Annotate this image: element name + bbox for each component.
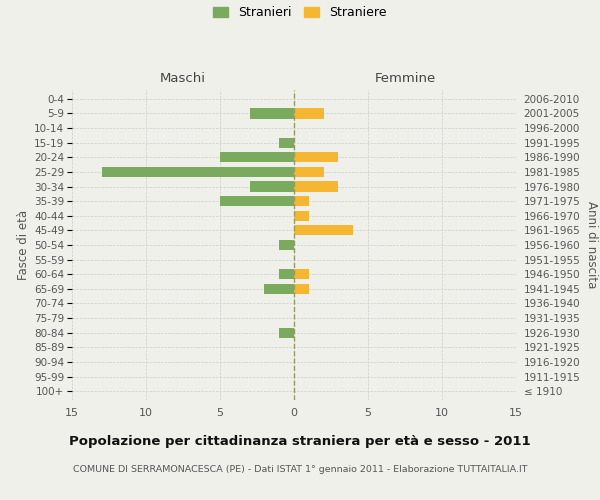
Bar [101, 167, 294, 177]
Y-axis label: Fasce di età: Fasce di età [17, 210, 30, 280]
Bar [294, 226, 353, 235]
Bar [294, 284, 309, 294]
Bar [294, 269, 309, 280]
Bar [294, 108, 323, 118]
Bar [250, 108, 294, 118]
Bar [294, 182, 338, 192]
Text: Popolazione per cittadinanza straniera per età e sesso - 2011: Popolazione per cittadinanza straniera p… [69, 435, 531, 448]
Bar [265, 284, 294, 294]
Bar [279, 240, 294, 250]
Bar [294, 152, 338, 162]
Bar [294, 167, 323, 177]
Bar [220, 196, 294, 206]
Text: Maschi: Maschi [160, 72, 206, 85]
Bar [294, 196, 309, 206]
Bar [250, 182, 294, 192]
Bar [294, 210, 309, 221]
Text: Femmine: Femmine [374, 72, 436, 85]
Bar [279, 269, 294, 280]
Bar [279, 328, 294, 338]
Y-axis label: Anni di nascita: Anni di nascita [584, 202, 598, 288]
Text: COMUNE DI SERRAMONACESCA (PE) - Dati ISTAT 1° gennaio 2011 - Elaborazione TUTTAI: COMUNE DI SERRAMONACESCA (PE) - Dati IST… [73, 465, 527, 474]
Legend: Stranieri, Straniere: Stranieri, Straniere [213, 6, 387, 19]
Bar [220, 152, 294, 162]
Bar [279, 138, 294, 148]
